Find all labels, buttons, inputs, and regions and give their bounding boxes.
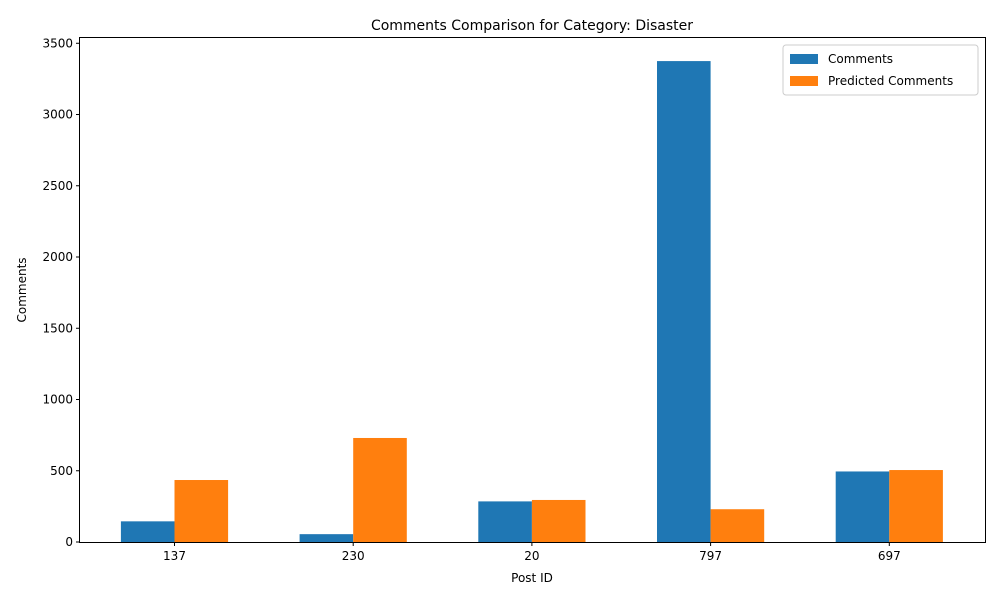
bar-predicted-comments-137	[174, 480, 229, 542]
plot-frame	[79, 37, 986, 543]
legend-label-comments: Comments	[828, 52, 893, 66]
bar-predicted-comments-20	[531, 499, 586, 542]
y-tick-label: 2000	[42, 250, 73, 264]
legend-swatch-predicted-comments	[790, 76, 818, 86]
x-tick-label: 20	[524, 549, 539, 563]
y-tick-label: 1500	[42, 321, 73, 335]
x-tick-label: 797	[699, 549, 722, 563]
y-tick-label: 0	[65, 535, 73, 549]
bar-predicted-comments-797	[710, 509, 765, 542]
legend: Comments Predicted Comments	[782, 44, 979, 96]
legend-swatch-comments	[790, 54, 818, 64]
chart-title: Comments Comparison for Category: Disast…	[371, 18, 693, 34]
legend-frame	[782, 44, 979, 96]
x-tick-label: 230	[342, 549, 365, 563]
y-tick-label: 2500	[42, 179, 73, 193]
bar-comments-797	[657, 61, 711, 542]
bar-comments-697	[835, 471, 890, 542]
x-axis-ticks: 137 230 20 797 697	[163, 542, 901, 563]
bars-layer	[120, 61, 943, 542]
x-tick-label: 137	[163, 549, 186, 563]
bar-predicted-comments-230	[353, 437, 407, 542]
y-tick-label: 500	[50, 464, 73, 478]
bar-comments-137	[120, 521, 175, 542]
bar-comments-20	[478, 501, 532, 542]
y-tick-label: 3500	[42, 36, 73, 50]
x-axis-title: Post ID	[511, 571, 553, 585]
bar-predicted-comments-697	[889, 470, 943, 542]
legend-label-predicted-comments: Predicted Comments	[828, 74, 953, 88]
y-axis-ticks: 0 500 1000 1500 2000 2500 3000 3500	[42, 36, 80, 549]
y-tick-label: 1000	[42, 393, 73, 407]
x-tick-label: 697	[878, 549, 901, 563]
y-tick-label: 3000	[42, 108, 73, 122]
bar-comments-230	[299, 534, 354, 542]
y-axis-title: Comments	[15, 257, 29, 322]
